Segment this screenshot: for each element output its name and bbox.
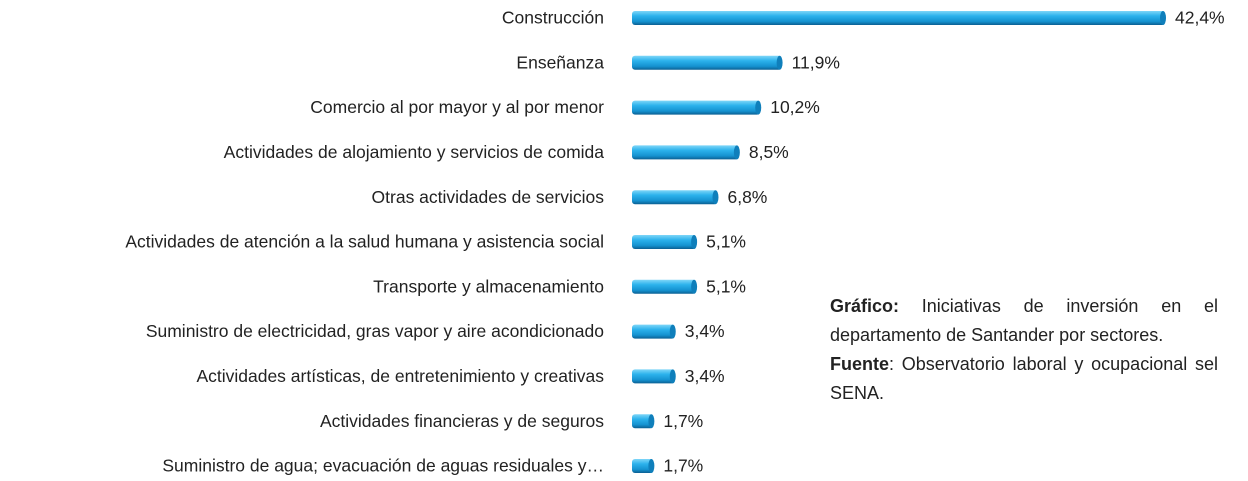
value-label: 42,4%	[1175, 8, 1225, 28]
value-label: 6,8%	[727, 187, 767, 207]
category-label: Comercio al por mayor y al por menor	[310, 97, 604, 117]
value-label: 10,2%	[770, 97, 820, 117]
bar-cap	[755, 100, 762, 115]
bar-cap	[1160, 11, 1166, 25]
category-label: Actividades financieras y de seguros	[320, 411, 604, 431]
annotation-1: Gráfico: Iniciativas de inversión en el …	[830, 292, 1218, 350]
bar	[632, 190, 718, 205]
category-label: Otras actividades de servicios	[372, 187, 605, 207]
value-label: 8,5%	[749, 142, 789, 162]
bar-cap	[669, 324, 676, 339]
annotation-text: Iniciativas de inversión en el departame…	[830, 296, 1218, 345]
annotation-label: Fuente	[830, 354, 890, 374]
bar	[632, 459, 654, 473]
bar	[632, 235, 697, 249]
value-label: 1,7%	[663, 456, 703, 476]
bar	[632, 279, 697, 294]
bar-cap	[691, 279, 698, 294]
bar-cap	[712, 190, 719, 205]
category-label: Suministro de electricidad, gras vapor y…	[146, 321, 604, 341]
category-label: Actividades artísticas, de entretenimien…	[196, 366, 604, 386]
category-label: Enseñanza	[516, 52, 604, 72]
annotation-text: : Observatorio laboral y ocupacional sel…	[830, 354, 1218, 403]
bar-cap	[669, 369, 676, 384]
value-label: 5,1%	[706, 276, 746, 296]
category-label: Actividades de atención a la salud human…	[125, 232, 604, 252]
value-label: 5,1%	[706, 232, 746, 252]
annotation-label: Gráfico:	[830, 296, 900, 316]
bar	[632, 100, 761, 115]
value-label: 3,4%	[685, 366, 725, 386]
bar	[632, 324, 675, 339]
bar-cap	[648, 459, 655, 473]
category-label: Construcción	[502, 8, 604, 28]
value-label: 11,9%	[792, 52, 840, 72]
bar	[632, 414, 654, 429]
annotation-2: Fuente: Observatorio laboral y ocupacion…	[830, 350, 1218, 408]
annotation: Gráfico: Iniciativas de inversión en el …	[830, 292, 1218, 408]
value-label: 3,4%	[685, 321, 725, 341]
bar-cap	[648, 414, 655, 429]
bar	[632, 55, 782, 70]
category-label: Actividades de alojamiento y servicios d…	[224, 142, 605, 162]
bar-cap	[691, 235, 698, 249]
bar-cap	[733, 145, 740, 160]
bar	[632, 11, 1165, 25]
bar-cap	[776, 55, 783, 70]
value-label: 1,7%	[663, 411, 703, 431]
bar	[632, 145, 739, 160]
category-label: Transporte y almacenamiento	[373, 276, 604, 296]
category-label: Suministro de agua; evacuación de aguas …	[162, 456, 604, 476]
bar	[632, 369, 675, 384]
